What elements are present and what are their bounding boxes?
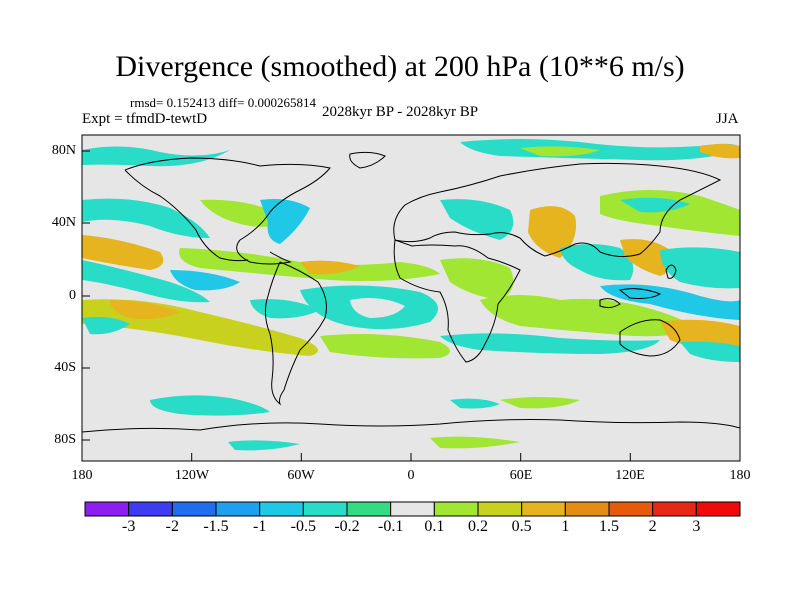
field-region [700,144,740,159]
colorbar-swatch [433,501,479,517]
field-region [440,199,514,240]
colorbar-label: -1 [252,518,267,535]
colorbar-swatch [652,501,697,517]
colorbar-label: -3 [121,518,136,535]
coastline [264,261,327,406]
lon-label-120w: 120W [174,468,210,483]
coastline [393,162,722,258]
field-region [528,206,576,258]
field-region [560,244,634,281]
field-region [82,235,164,270]
colorbar-label: 0.5 [511,518,532,535]
field-region [660,319,740,351]
lon-label-0: 0 [407,468,415,483]
lon-label-180w: 180 [71,468,93,483]
lat-label-80n: 80N [51,143,76,158]
coastline [393,239,521,363]
field-region [440,258,514,300]
season-label: JJA [716,111,739,127]
field-region [450,398,500,409]
colorbar-swatch [128,501,173,517]
field-region [500,397,580,409]
tick-marks [81,150,741,461]
field-region [150,395,270,416]
coastline [124,157,331,265]
lat-label-0: 0 [69,288,76,303]
field-region [82,146,230,167]
colorbar-label: 1 [561,518,570,535]
field-region [250,299,320,319]
coastline [82,419,740,433]
field-region [660,247,740,289]
coastlines [82,151,740,433]
colorbar-label: 2 [648,518,657,535]
field-region [82,316,130,335]
colorbar [84,501,741,517]
field-region [350,298,405,318]
map-title: Divergence (smoothed) at 200 hPa (10**6 … [115,50,685,83]
lat-label-40n: 40N [51,215,76,230]
coastline [665,264,677,279]
field-region [620,197,690,213]
colorbar-swatch [171,501,217,517]
coastline [618,288,662,299]
divergence-field [82,139,740,451]
field-region [480,295,700,337]
field-region [300,260,360,275]
field-region [82,260,210,303]
colorbar-swatch [215,501,261,517]
field-region [600,284,740,320]
field-region [110,300,180,320]
colorbar-label: -0.5 [290,518,316,535]
colorbar-label: -1.5 [203,518,229,535]
coastline [124,169,249,262]
field-region [520,146,600,157]
lon-label-60e: 60E [509,468,533,483]
field-region [228,440,300,451]
coastline [599,298,621,309]
field-region [440,333,660,354]
colorbar-swatch [521,501,566,517]
rmsd-stats: rmsd= 0.152413 diff= 0.000265814 [130,95,316,110]
lon-label-60w: 60W [287,468,315,483]
colorbar-swatch [84,501,130,517]
coastline [619,319,681,357]
colorbar-swatch [564,501,610,517]
field-region [430,436,520,449]
field-region [260,199,310,244]
field-region [460,139,740,161]
colorbar-label: -0.2 [334,518,360,535]
field-region [82,198,210,238]
field-region [620,239,674,276]
field-region [320,334,450,359]
colorbar-swatch [608,501,654,517]
colorbar-label: 0.2 [468,518,488,535]
colorbar-swatch [346,501,392,517]
experiment-label: Expt = tfmdD-tewtD [82,111,208,127]
lat-label-40s: 40S [54,360,76,375]
field-region [680,341,740,362]
colorbar-swatch [390,501,435,517]
colorbar-label: 0.1 [424,518,445,535]
lon-label-180e: 180 [729,468,751,483]
colorbar-label: 3 [692,518,701,535]
colorbar-swatch [302,501,348,517]
coastline [349,151,386,169]
colorbar-swatch [259,501,304,517]
colorbar-label: -2 [165,518,179,535]
colorbar-label: 1.5 [599,518,619,535]
colorbar-label: -0.1 [377,518,404,535]
colorbar-swatch [695,501,741,517]
colorbar-swatch [477,501,523,517]
field-region [170,270,240,291]
period-label: 2028kyr BP - 2028kyr BP [322,104,479,120]
lat-label-80s: 80S [54,432,76,447]
lon-label-120e: 120E [615,468,645,483]
